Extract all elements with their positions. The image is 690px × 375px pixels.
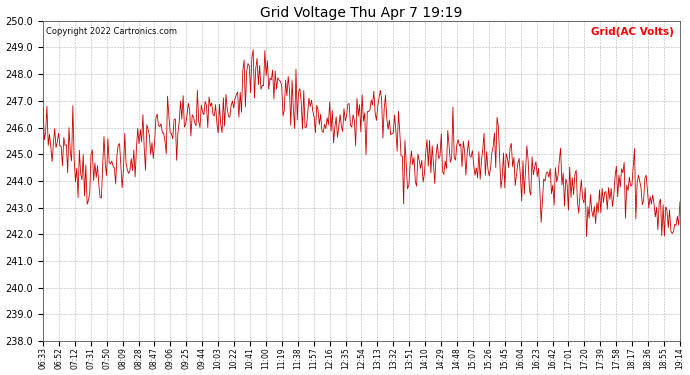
Title: Grid Voltage Thu Apr 7 19:19: Grid Voltage Thu Apr 7 19:19 [260,6,463,20]
Text: Grid(AC Volts): Grid(AC Volts) [591,27,673,37]
Text: Copyright 2022 Cartronics.com: Copyright 2022 Cartronics.com [46,27,177,36]
